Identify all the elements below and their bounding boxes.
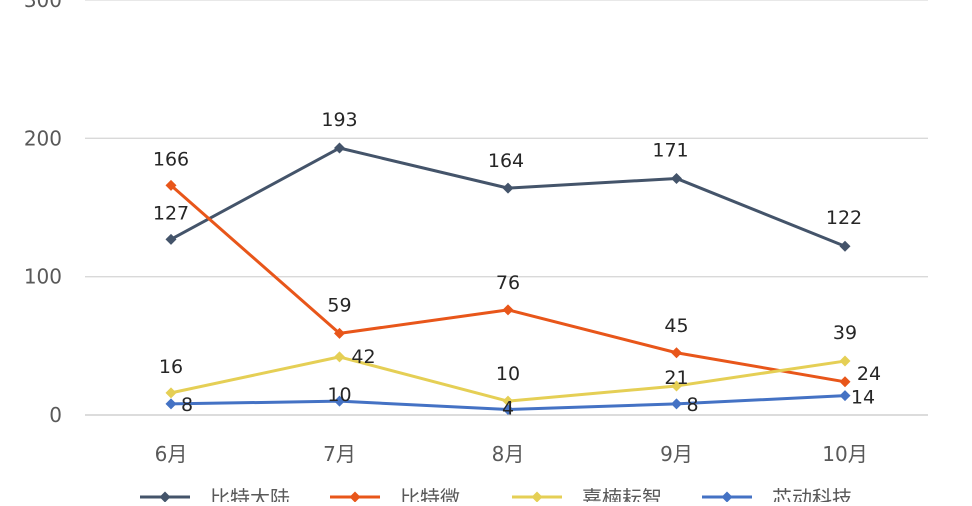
data-point-marker (334, 351, 345, 363)
gridlines (85, 0, 928, 416)
data-label: 42 (351, 346, 375, 368)
x-tick-label: 6月 (155, 442, 188, 466)
x-tick-label: 7月 (323, 442, 356, 466)
data-label: 164 (488, 150, 524, 172)
data-label: 21 (664, 367, 688, 389)
series-2 (165, 179, 851, 388)
data-label: 10 (496, 363, 520, 385)
data-label: 45 (664, 315, 688, 337)
data-label: 171 (652, 139, 688, 161)
data-label: 122 (826, 207, 862, 229)
data-label: 166 (153, 148, 189, 170)
data-point-marker (165, 398, 177, 410)
data-label: 39 (833, 322, 857, 344)
legend-label: 比特微 (400, 486, 460, 502)
legend-item: 比特大陆 (140, 486, 290, 506)
legend-item: 芯动科技 (702, 486, 852, 506)
data-point-marker (334, 327, 345, 339)
data-label: 24 (857, 363, 881, 385)
data-point-marker (502, 395, 514, 407)
data-label: 8 (181, 394, 193, 416)
data-point-marker (839, 240, 851, 252)
x-tick-label: 8月 (492, 442, 525, 466)
series-group (165, 142, 851, 415)
data-point-marker (334, 395, 345, 407)
data-point-marker (671, 347, 682, 359)
series-3 (165, 351, 851, 407)
data-point-marker (671, 398, 682, 410)
legend-item: 比特微 (330, 486, 460, 506)
legend-marker (721, 491, 733, 503)
data-label: 16 (159, 356, 183, 378)
legend-marker (349, 491, 361, 503)
axes: 0 100 200 300 6月 7月 8月 9月 10月 (24, 0, 868, 466)
data-label: 8 (686, 394, 698, 416)
data-point-marker (502, 403, 514, 415)
y-tick-label: 0 (49, 403, 62, 427)
data-point-marker (839, 390, 851, 402)
legend-marker (531, 491, 543, 503)
legend-item: 嘉楠耘智 (512, 486, 662, 506)
y-tick-label: 100 (24, 265, 62, 289)
legend-marker (159, 491, 171, 503)
legend: 比特大陆 比特微 嘉楠耘智 芯动科技 (140, 486, 852, 506)
x-tick-label: 9月 (660, 442, 693, 466)
series-4 (165, 390, 851, 415)
x-tick-label: 10月 (822, 442, 867, 466)
data-point-marker (502, 182, 514, 194)
data-label: 14 (851, 387, 875, 409)
data-label: 127 (153, 202, 189, 224)
data-point-marker (839, 376, 851, 388)
data-point-marker (165, 233, 177, 245)
legend-label: 比特大陆 (210, 486, 290, 502)
data-label: 4 (502, 397, 514, 419)
legend-label: 芯动科技 (772, 486, 852, 502)
data-point-marker (165, 179, 177, 191)
data-point-marker (671, 380, 682, 392)
data-point-marker (671, 172, 682, 184)
data-label: 10 (327, 384, 351, 406)
data-label: 193 (321, 109, 357, 131)
y-tick-label: 300 (24, 0, 62, 12)
data-point-marker (165, 387, 177, 399)
series-1 (165, 142, 851, 252)
data-point-marker (502, 304, 514, 316)
data-label: 59 (327, 294, 351, 316)
data-point-marker (839, 355, 851, 367)
data-point-marker (334, 142, 345, 154)
data-label: 76 (496, 272, 520, 294)
y-tick-label: 200 (24, 126, 62, 150)
legend-label: 嘉楠耘智 (582, 486, 662, 502)
